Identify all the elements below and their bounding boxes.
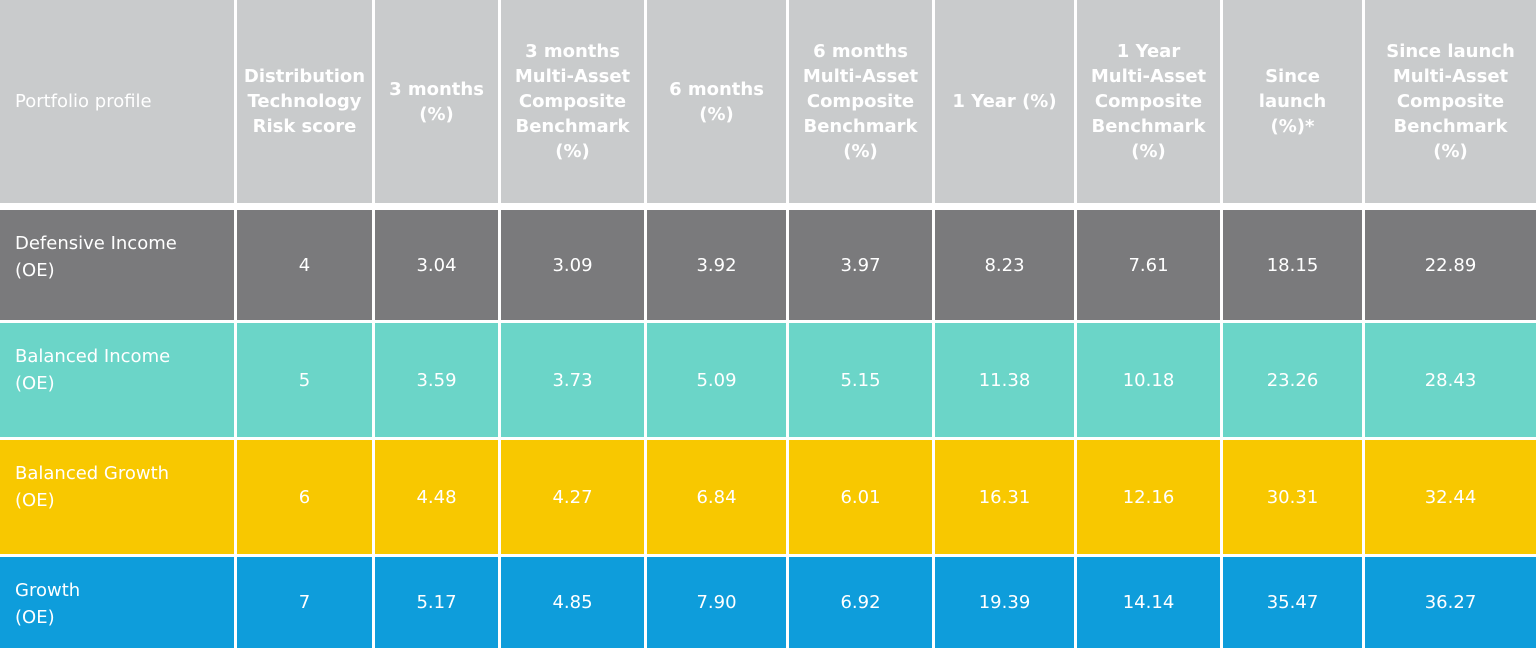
header-since-launch-benchmark: Since launch Multi-Asset Composite Bench… <box>1365 0 1536 210</box>
header-6-months-benchmark: 6 months Multi-Asset Composite Benchmark… <box>789 0 935 210</box>
value-cell: 6.92 <box>789 557 935 648</box>
value-cell: 3.09 <box>501 210 647 323</box>
table-row: Growth (OE) 7 5.17 4.85 7.90 6.92 19.39 … <box>0 557 1536 648</box>
portfolio-name-cell: Balanced Income (OE) <box>0 323 237 440</box>
value-cell: 5.17 <box>375 557 501 648</box>
value-cell: 32.44 <box>1365 440 1536 557</box>
value-cell: 14.14 <box>1077 557 1223 648</box>
value-cell: 6.84 <box>647 440 789 557</box>
risk-score-cell: 6 <box>237 440 375 557</box>
header-portfolio-profile: Portfolio profile <box>0 0 237 210</box>
header-6-months: 6 months (%) <box>647 0 789 210</box>
risk-score-cell: 5 <box>237 323 375 440</box>
value-cell: 3.92 <box>647 210 789 323</box>
header-risk-score: Distribution Technology Risk score <box>237 0 375 210</box>
value-cell: 30.31 <box>1223 440 1365 557</box>
value-cell: 11.38 <box>935 323 1077 440</box>
value-cell: 12.16 <box>1077 440 1223 557</box>
value-cell: 28.43 <box>1365 323 1536 440</box>
value-cell: 6.01 <box>789 440 935 557</box>
portfolio-name-cell: Balanced Growth (OE) <box>0 440 237 557</box>
header-1-year-benchmark: 1 Year Multi-Asset Composite Benchmark (… <box>1077 0 1223 210</box>
value-cell: 36.27 <box>1365 557 1536 648</box>
table-row: Balanced Growth (OE) 6 4.48 4.27 6.84 6.… <box>0 440 1536 557</box>
value-cell: 19.39 <box>935 557 1077 648</box>
value-cell: 4.48 <box>375 440 501 557</box>
header-1-year: 1 Year (%) <box>935 0 1077 210</box>
value-cell: 3.73 <box>501 323 647 440</box>
value-cell: 23.26 <box>1223 323 1365 440</box>
value-cell: 18.15 <box>1223 210 1365 323</box>
value-cell: 8.23 <box>935 210 1077 323</box>
value-cell: 10.18 <box>1077 323 1223 440</box>
value-cell: 4.27 <box>501 440 647 557</box>
value-cell: 35.47 <box>1223 557 1365 648</box>
value-cell: 3.97 <box>789 210 935 323</box>
value-cell: 7.61 <box>1077 210 1223 323</box>
header-since-launch: Since launch (%)* <box>1223 0 1365 210</box>
header-3-months-benchmark: 3 months Multi-Asset Composite Benchmark… <box>501 0 647 210</box>
table-row: Defensive Income (OE) 4 3.04 3.09 3.92 3… <box>0 210 1536 323</box>
value-cell: 22.89 <box>1365 210 1536 323</box>
risk-score-cell: 4 <box>237 210 375 323</box>
table-row: Balanced Income (OE) 5 3.59 3.73 5.09 5.… <box>0 323 1536 440</box>
value-cell: 3.04 <box>375 210 501 323</box>
portfolio-name-cell: Growth (OE) <box>0 557 237 648</box>
header-row: Portfolio profile Distribution Technolog… <box>0 0 1536 210</box>
value-cell: 5.15 <box>789 323 935 440</box>
risk-score-cell: 7 <box>237 557 375 648</box>
value-cell: 4.85 <box>501 557 647 648</box>
header-3-months: 3 months (%) <box>375 0 501 210</box>
value-cell: 7.90 <box>647 557 789 648</box>
value-cell: 3.59 <box>375 323 501 440</box>
value-cell: 16.31 <box>935 440 1077 557</box>
portfolio-name-cell: Defensive Income (OE) <box>0 210 237 323</box>
value-cell: 5.09 <box>647 323 789 440</box>
